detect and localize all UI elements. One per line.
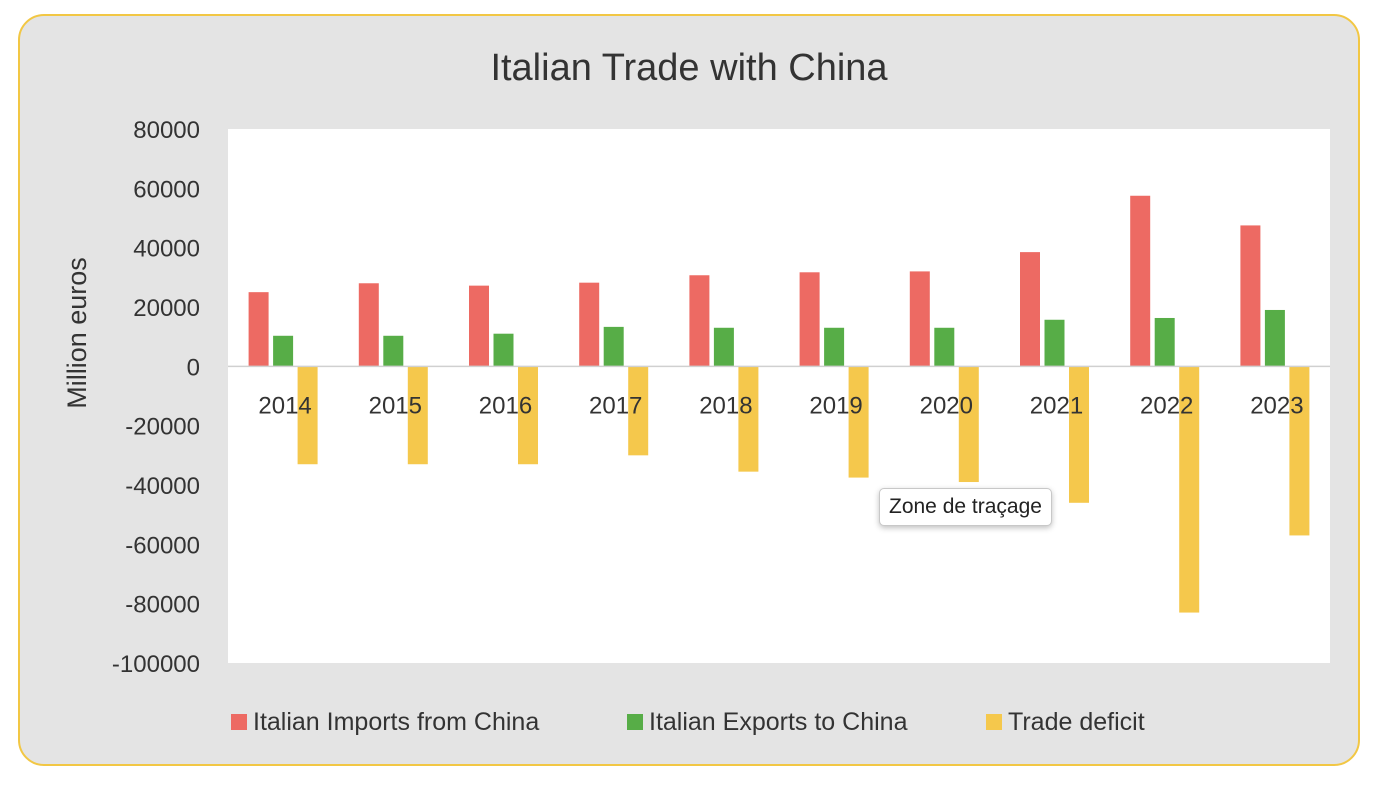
x-tick-label: 2017 [589,392,642,419]
bar-trade-deficit-2014[interactable] [297,366,318,465]
legend-swatch-italian-exports-to-china [627,714,643,730]
y-tick-label: 80000 [133,117,200,144]
y-tick-label: -60000 [125,532,200,559]
bar-italian-exports-to-china-2020[interactable] [934,327,955,367]
bar-trade-deficit-2015[interactable] [407,366,428,465]
plot-area-tooltip: Zone de traçage [879,488,1052,526]
bar-italian-exports-to-china-2023[interactable] [1264,309,1285,367]
y-tick-label: -40000 [125,473,200,500]
x-tick-label: 2019 [809,392,862,419]
y-tick-label: 60000 [133,176,200,203]
bar-italian-exports-to-china-2021[interactable] [1044,319,1065,367]
legend-swatch-trade-deficit [986,714,1002,730]
bar-trade-deficit-2017[interactable] [628,366,649,456]
bar-italian-imports-from-china-2018[interactable] [689,275,710,367]
x-tick-label: 2021 [1030,392,1083,419]
bar-italian-imports-from-china-2021[interactable] [1020,252,1040,367]
bar-italian-exports-to-china-2014[interactable] [273,335,294,367]
bar-trade-deficit-2022[interactable] [1179,366,1200,613]
x-tick-label: 2015 [369,392,422,419]
x-tick-label: 2022 [1140,392,1193,419]
bar-italian-imports-from-china-2023[interactable] [1240,225,1261,367]
y-tick-label: -80000 [125,592,200,619]
y-axis-ticks: 80000 60000 40000 20000 0 -20000 -40000 -60000 -… [112,117,200,678]
bar-italian-exports-to-china-2018[interactable] [713,327,734,367]
x-tick-label: 2020 [920,392,973,419]
bar-italian-exports-to-china-2022[interactable] [1154,317,1175,367]
bar-italian-exports-to-china-2017[interactable] [603,326,624,367]
x-tick-label: 2018 [699,392,752,419]
bar-italian-exports-to-china-2019[interactable] [824,327,845,367]
x-tick-label: 2016 [479,392,532,419]
y-tick-label: 20000 [133,295,200,322]
y-tick-label: 0 [187,354,200,381]
legend: Italian Imports from China Italian Export… [231,708,1145,736]
bar-italian-exports-to-china-2016[interactable] [493,333,514,367]
x-tick-label: 2023 [1250,392,1303,419]
x-tick-label: 2014 [258,392,311,419]
bar-trade-deficit-2018[interactable] [738,366,759,472]
bar-italian-imports-from-china-2015[interactable] [358,283,379,367]
legend-label-italian-exports-to-china: Italian Exports to China [649,708,908,736]
bar-trade-deficit-2021[interactable] [1069,366,1089,503]
y-tick-label: -20000 [125,414,200,441]
legend-swatch-italian-imports-from-china [231,714,247,730]
bar-trade-deficit-2020[interactable] [958,366,979,483]
y-tick-label: 40000 [133,236,200,263]
bar-italian-imports-from-china-2020[interactable] [909,271,930,367]
bar-trade-deficit-2019[interactable] [848,366,869,478]
bars [248,195,1310,613]
legend-label-trade-deficit: Trade deficit [1008,708,1145,736]
bar-italian-imports-from-china-2017[interactable] [579,282,600,367]
y-tick-label: -100000 [112,651,200,678]
chart-title: Italian Trade with China [490,47,888,89]
bar-trade-deficit-2016[interactable] [518,366,538,465]
x-axis-ticks: 2014 2015 2016 2017 2018 2019 2020 2021 2022 2023 [258,392,1303,419]
bar-italian-imports-from-china-2016[interactable] [469,285,489,367]
bar-italian-imports-from-china-2022[interactable] [1130,195,1151,367]
y-axis-label: Million euros [62,257,92,409]
bar-trade-deficit-2023[interactable] [1289,366,1310,536]
bar-italian-imports-from-china-2014[interactable] [248,292,269,367]
legend-label-italian-imports-from-china: Italian Imports from China [253,708,539,736]
bar-italian-exports-to-china-2015[interactable] [383,335,404,367]
bar-italian-imports-from-china-2019[interactable] [799,272,820,367]
